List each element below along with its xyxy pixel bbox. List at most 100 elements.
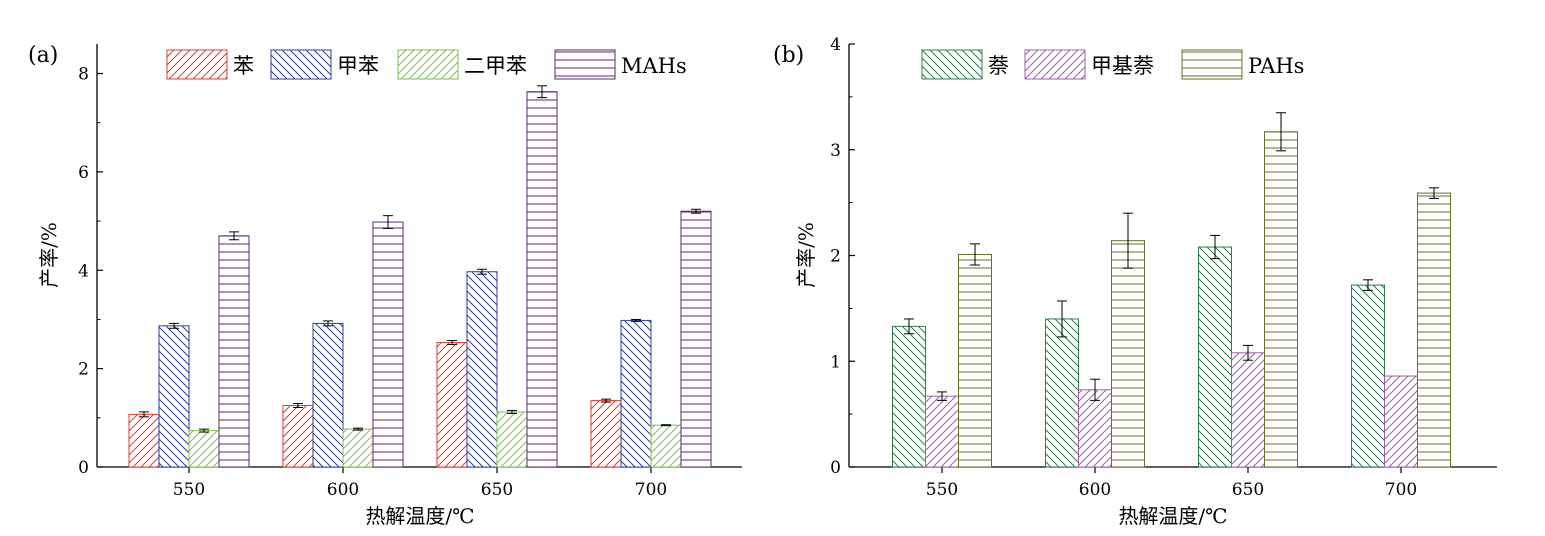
legend-swatch [397,49,459,80]
x-tick-label: 650 [481,480,513,500]
error-bar [937,391,947,401]
y-axis-title-b: 产率/% [794,222,818,288]
error-bar [293,403,303,408]
bar [1078,389,1112,468]
legend-label: 萘 [988,54,1009,78]
y-tick-label: 4 [78,261,89,281]
error-bar [383,215,393,229]
chart-panel-a: (a) 产率/% 热解温度/℃ 0 2 4 6 8 550 600 650 700 苯 甲苯 二甲苯 M… [28,43,742,528]
error-bar [1429,187,1439,199]
bar [496,411,528,468]
legend-item: MAHs [554,49,687,80]
chart-panel-b: (b) 产率/% 热解温度/℃ 0 1 2 3 4 550 600 650 700 萘 甲基萘 PAH… [773,35,1497,528]
x-tick-label: 550 [926,480,958,500]
legend-label: 苯 [233,54,254,78]
y-axis-title-a: 产率/% [37,222,61,288]
legend-swatch [270,49,332,80]
error-bar [139,411,149,418]
y-tick-label: 8 [78,65,89,85]
y-tick-label: 0 [830,458,841,478]
x-tick-label: 600 [327,480,359,500]
error-bar [199,428,209,433]
bar [650,424,682,468]
legend-swatch [1181,49,1243,80]
bar [925,395,959,468]
error-bar [1057,300,1067,338]
error-bar [507,409,517,414]
x-tick-label: 700 [635,480,667,500]
x-tick-label: 650 [1232,480,1264,500]
error-bar [323,320,333,327]
bar [680,210,712,468]
error-bar [1243,344,1253,361]
y-tick-label: 1 [830,352,841,372]
legend-label: MAHs [621,54,687,78]
bar [1198,246,1232,468]
bar [1264,131,1298,468]
error-bar [691,208,701,214]
legend-swatch [1024,49,1086,80]
x-axis-title-a: 热解温度/℃ [365,504,474,528]
error-bar [661,424,671,427]
legend-item: 甲苯 [270,49,379,80]
bar [282,405,314,468]
bar [158,325,190,468]
error-bar [447,340,457,346]
bar [1351,284,1385,468]
legend-label: 甲苯 [337,54,379,78]
bar [590,400,622,468]
bar [128,413,160,468]
error-bar [1363,279,1373,291]
error-bar [477,268,487,275]
error-bar [904,318,914,335]
error-bar [631,318,641,322]
bar [372,221,404,468]
bar [436,342,468,468]
bar [958,253,992,468]
x-tick-label: 550 [173,480,205,500]
legend-item: 苯 [166,49,254,80]
bar [188,430,220,468]
legend-item: 甲基萘 [1024,49,1154,80]
legend-swatch [554,49,616,80]
legend-label: 甲基萘 [1091,54,1154,78]
bar [1384,375,1418,468]
bar [1231,352,1265,468]
error-bar [537,85,547,99]
error-bar [1210,234,1220,260]
legend-item: 二甲苯 [397,49,527,80]
bar [218,235,250,468]
y-tick-label: 6 [78,163,89,183]
y-tick-label: 4 [830,35,841,55]
bar [1111,240,1145,468]
bar [1045,318,1079,468]
y-tick-label: 2 [830,247,841,267]
error-bar [229,231,239,241]
legend-label: 二甲苯 [464,54,527,78]
bar [342,428,374,468]
y-tick-label: 3 [830,141,841,161]
legend-swatch [166,49,228,80]
error-bar [1123,212,1133,269]
bar [892,325,926,468]
legend-item: PAHs [1181,49,1304,80]
legend-label: PAHs [1248,54,1304,78]
bar [526,91,558,468]
legend-item: 萘 [921,49,1009,80]
bar [312,322,344,468]
error-bar [970,243,980,266]
bar [620,319,652,468]
error-bar [169,322,179,329]
panel-label-b: (b) [773,43,804,68]
x-tick-label: 600 [1079,480,1111,500]
error-bar [1276,112,1286,152]
bar [466,271,498,468]
error-bar [353,427,363,431]
y-tick-label: 2 [78,360,89,380]
panel-label-a: (a) [28,43,58,68]
legend-swatch [921,49,983,80]
error-bar [601,398,611,403]
x-axis-title-b: 热解温度/℃ [1118,504,1227,528]
error-bar [1090,378,1100,401]
